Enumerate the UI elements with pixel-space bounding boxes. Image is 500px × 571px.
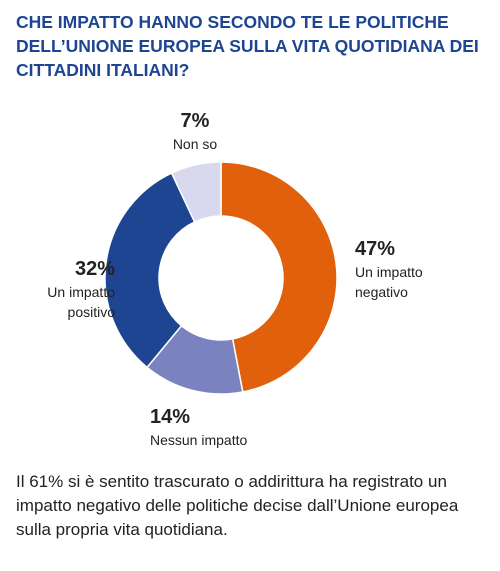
- segment-label: 47% Un impatto negativo: [355, 236, 445, 302]
- donut-segment: [170, 161, 222, 223]
- category-label: Un impatto negativo: [355, 264, 423, 300]
- category-label: Non so: [172, 136, 218, 152]
- segment-label: 7% Non so: [145, 108, 245, 154]
- note: Il 61% si è sentito trascurato o addirit…: [16, 472, 459, 539]
- category-label: Nessun impatto: [150, 432, 248, 448]
- donut-segment: [220, 161, 338, 393]
- value-label: 14%: [150, 406, 191, 428]
- segment-label: 32% Un impatto positivo: [20, 256, 115, 322]
- chart-title: CHE IMPATTO HANNO SECONDO TE LE POLITICH…: [16, 12, 479, 80]
- segment-label: 14% Nessun impatto: [150, 404, 310, 450]
- value-label: 47%: [355, 238, 396, 260]
- value-label: 32%: [74, 258, 115, 280]
- value-label: 7%: [180, 110, 210, 132]
- category-label: Un impatto positivo: [47, 284, 115, 320]
- donut-segment: [104, 172, 196, 369]
